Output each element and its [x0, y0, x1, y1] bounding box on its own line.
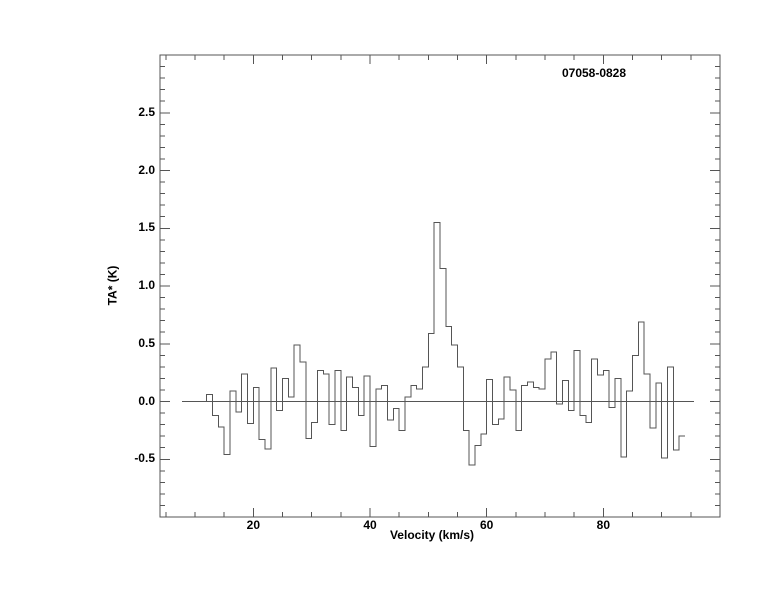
y-tick-label: 1.5	[138, 220, 155, 235]
spectrum-trace	[206, 221, 685, 466]
y-tick-label: 0.5	[138, 335, 155, 350]
x-tick-label: 40	[363, 518, 377, 532]
x-tick-label: 80	[596, 518, 610, 532]
x-axis-label: Velocity (km/s)	[389, 528, 475, 542]
y-tick-label: 2.5	[138, 104, 155, 119]
x-tick-label: 20	[246, 518, 260, 532]
y-tick-label: 1.0	[138, 278, 155, 292]
y-tick-label: 2.0	[138, 162, 155, 177]
y-tick-label: -0.5	[134, 451, 155, 466]
plot-frame	[159, 54, 721, 518]
source-title: 07058-0828	[561, 66, 627, 80]
y-tick-label: 0.0	[138, 393, 155, 408]
x-tick-label: 60	[479, 518, 494, 532]
